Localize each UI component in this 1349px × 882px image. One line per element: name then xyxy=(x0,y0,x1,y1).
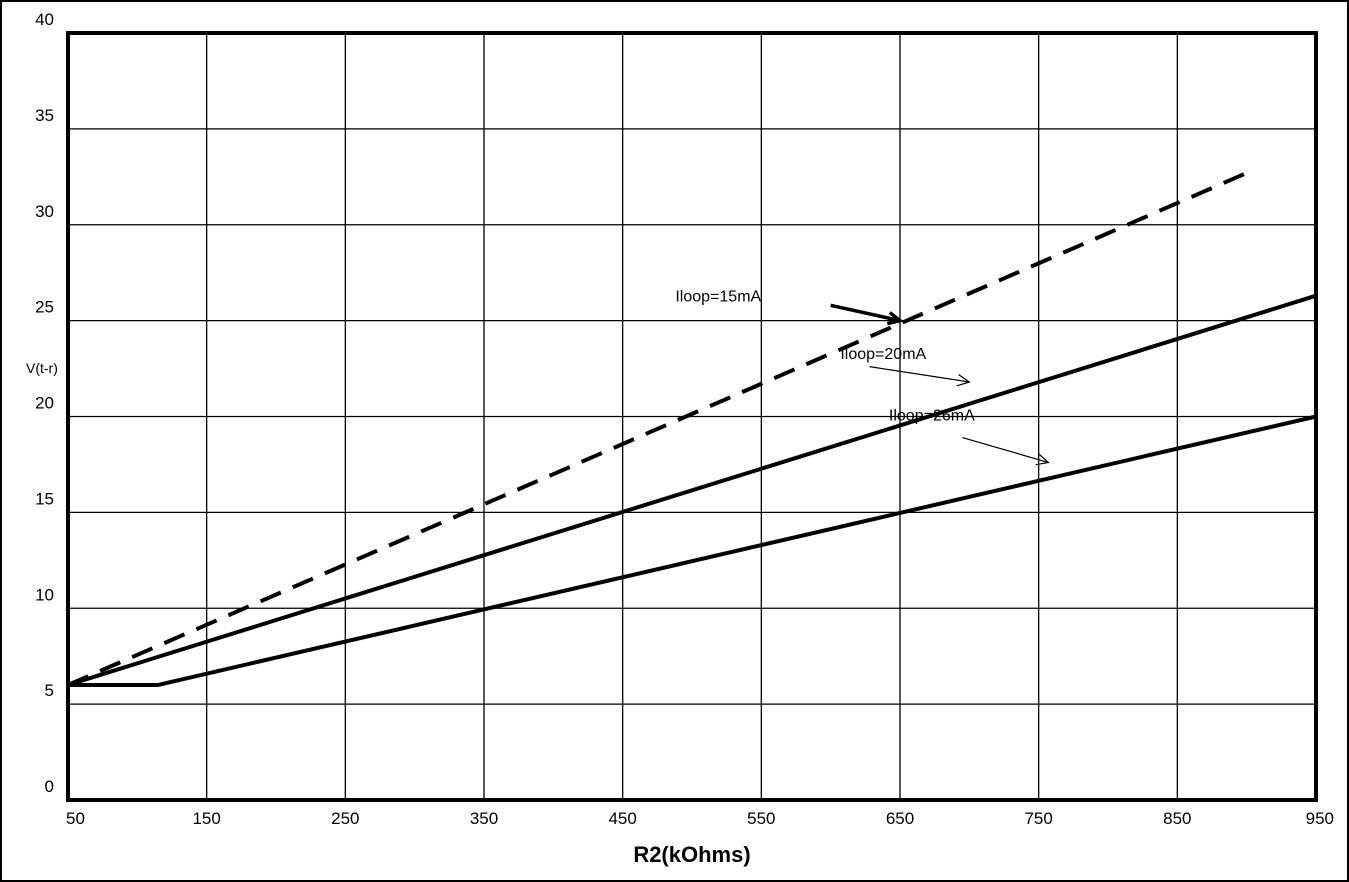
series-line-iloop-15ma xyxy=(67,171,1248,687)
series-group xyxy=(67,171,1317,687)
y-tick-label: 0 xyxy=(45,777,54,796)
annotation-arrow xyxy=(869,366,970,383)
annotation-label: Iloop=15mA xyxy=(675,288,761,305)
y-tick-label: 40 xyxy=(35,10,54,29)
x-tick-label: 750 xyxy=(1024,809,1052,828)
y-tick-label: 10 xyxy=(35,585,54,604)
x-tick-label: 150 xyxy=(192,809,220,828)
x-tick-label: 850 xyxy=(1163,809,1191,828)
x-tick-label: 950 xyxy=(1306,809,1334,828)
plot-area-frame xyxy=(66,31,1318,802)
series-line-iloop-20ma xyxy=(67,293,1317,687)
annotation-arrow xyxy=(962,437,1049,464)
annotation-arrowhead xyxy=(1035,453,1050,466)
annotation-arrowhead xyxy=(886,311,904,326)
y-tick-label: 30 xyxy=(35,202,54,221)
y-tick-label: 20 xyxy=(35,394,54,413)
x-tick-label: 350 xyxy=(470,809,498,828)
x-tick-label: 550 xyxy=(747,809,775,828)
x-axis-label: R2(kOhms) xyxy=(633,842,750,867)
x-tick-label: 250 xyxy=(331,809,359,828)
tick-labels: 50 150 250 350 450 550 650 750 850 950 0 5 10 15 20 25 3… xyxy=(35,10,1334,828)
x-tick-label: 50 xyxy=(66,809,85,828)
annotation-label: Iloop=20mA xyxy=(840,346,926,363)
annotation-arrowhead xyxy=(956,374,971,387)
y-tick-label: 25 xyxy=(35,298,54,317)
y-tick-label: 35 xyxy=(35,106,54,125)
y-axis-label: V(t-r) xyxy=(26,360,58,376)
annotation-arrow xyxy=(830,303,901,323)
annotations: Iloop=15mA Iloop=20mA Iloop=26mA xyxy=(675,288,1050,466)
x-tick-label: 650 xyxy=(886,809,914,828)
y-tick-label: 5 xyxy=(45,681,54,700)
annotation-label: Iloop=26mA xyxy=(889,407,975,424)
x-tick-label: 450 xyxy=(608,809,636,828)
y-tick-label: 15 xyxy=(35,489,54,508)
series-line-iloop-26ma xyxy=(68,414,1317,687)
